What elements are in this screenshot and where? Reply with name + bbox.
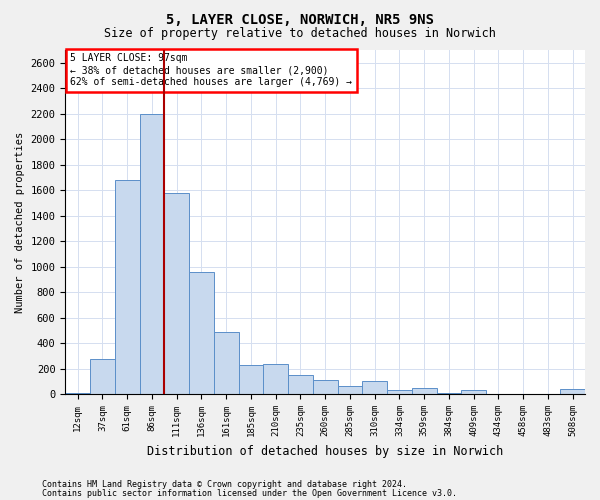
Bar [263, 364, 288, 394]
Bar [65, 393, 90, 394]
X-axis label: Distribution of detached houses by size in Norwich: Distribution of detached houses by size … [147, 444, 503, 458]
Bar [115, 180, 140, 394]
Bar [362, 382, 387, 394]
Bar [461, 390, 486, 394]
Y-axis label: Number of detached properties: Number of detached properties [15, 132, 25, 312]
Bar [164, 193, 189, 394]
Bar [313, 380, 338, 394]
Text: Size of property relative to detached houses in Norwich: Size of property relative to detached ho… [104, 28, 496, 40]
Bar [288, 375, 313, 394]
Bar [412, 388, 437, 394]
Bar [189, 272, 214, 394]
Bar [214, 332, 239, 394]
Text: 5 LAYER CLOSE: 97sqm
← 38% of detached houses are smaller (2,900)
62% of semi-de: 5 LAYER CLOSE: 97sqm ← 38% of detached h… [70, 54, 352, 86]
Text: Contains HM Land Registry data © Crown copyright and database right 2024.: Contains HM Land Registry data © Crown c… [42, 480, 407, 489]
Bar [560, 389, 585, 394]
Text: 5, LAYER CLOSE, NORWICH, NR5 9NS: 5, LAYER CLOSE, NORWICH, NR5 9NS [166, 12, 434, 26]
Bar [437, 393, 461, 394]
Bar [387, 390, 412, 394]
Text: Contains public sector information licensed under the Open Government Licence v3: Contains public sector information licen… [42, 488, 457, 498]
Bar [338, 386, 362, 394]
Bar [140, 114, 164, 394]
Bar [90, 358, 115, 394]
Bar [239, 365, 263, 394]
Title: 5, LAYER CLOSE, NORWICH, NR5 9NS
Size of property relative to detached houses in: 5, LAYER CLOSE, NORWICH, NR5 9NS Size of… [0, 499, 1, 500]
